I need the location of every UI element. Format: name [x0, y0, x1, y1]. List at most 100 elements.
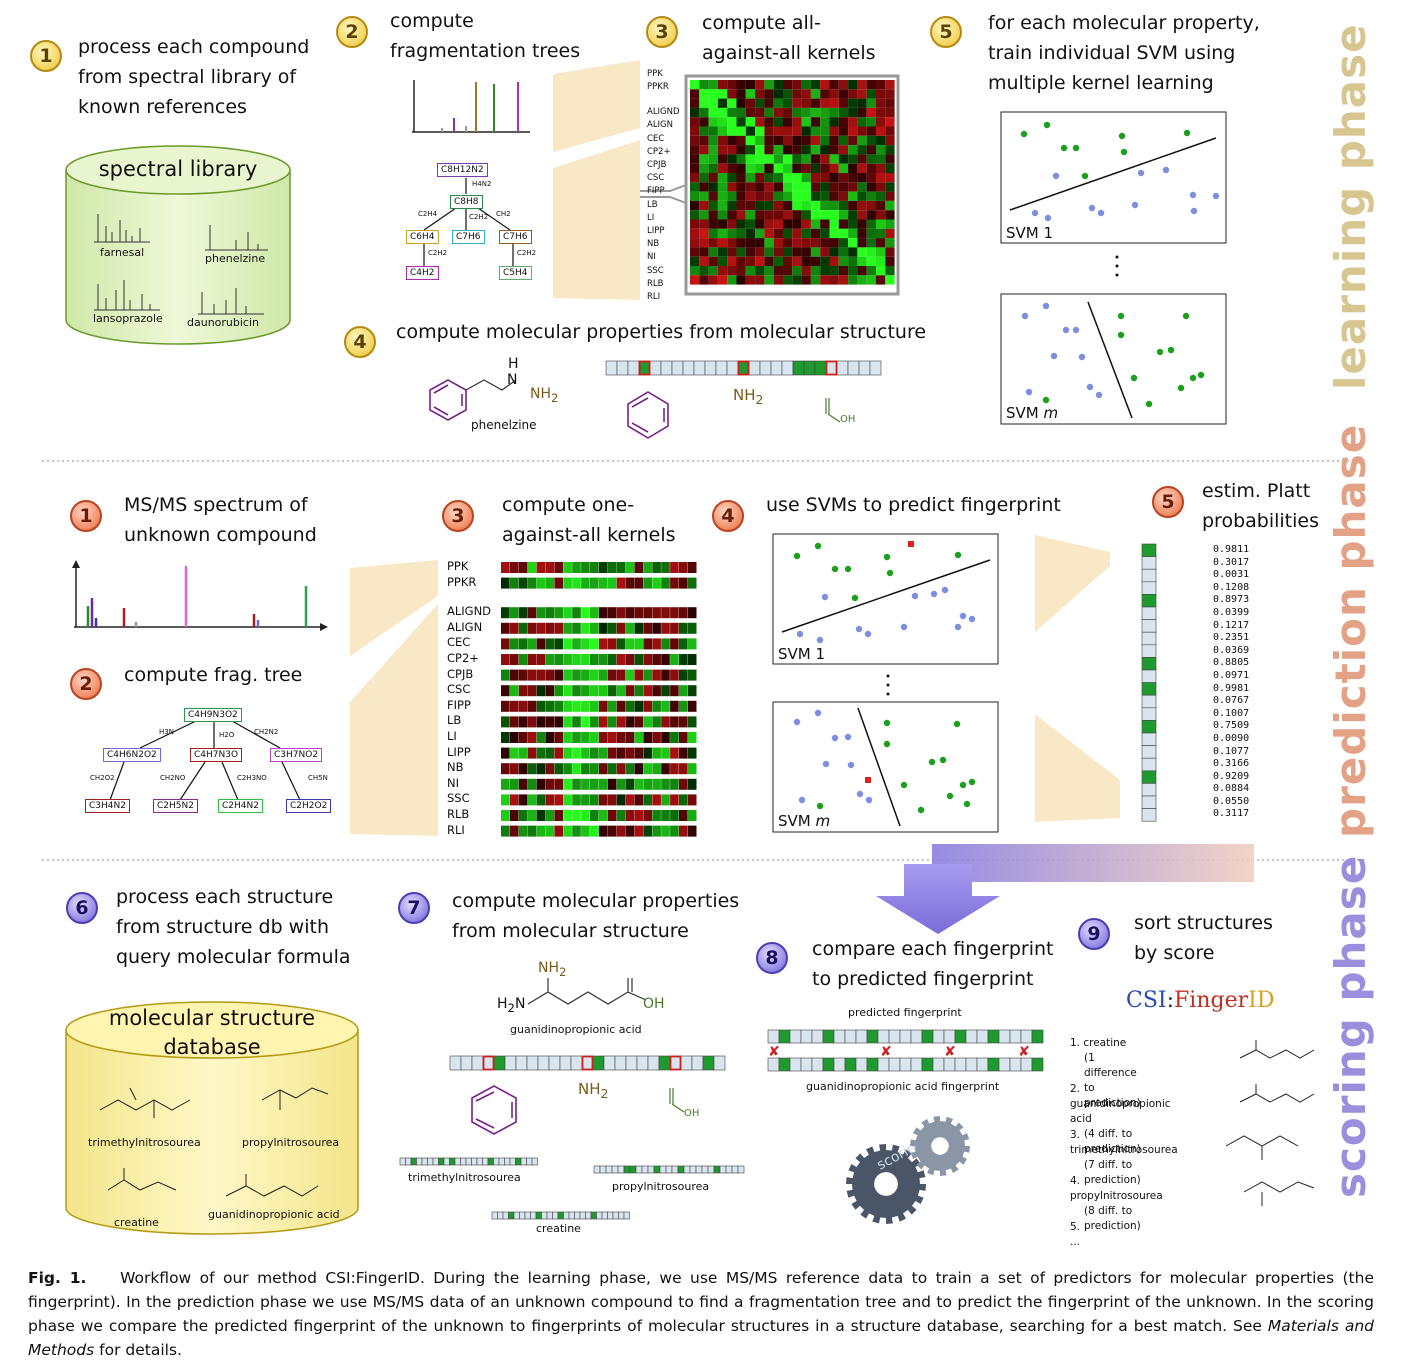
fingerprint-bit	[669, 1055, 682, 1071]
fingerprint-bit	[623, 1165, 631, 1174]
fingerprint-bit	[493, 1055, 506, 1071]
kernel-cell	[652, 716, 661, 728]
kernel-label: NI	[647, 252, 656, 263]
matrix-cell	[699, 210, 709, 220]
fingerprint-bit	[702, 1055, 715, 1071]
fingerprint-bit	[965, 1029, 978, 1044]
fingerprint-bit	[601, 1211, 608, 1220]
matrix-cell	[708, 126, 718, 136]
matrix-cell	[690, 163, 700, 173]
fingerprint-bit	[1141, 543, 1157, 557]
step-badge-l2: 2	[336, 16, 368, 48]
matrix-cell	[773, 154, 783, 164]
matrix-cell	[866, 256, 876, 266]
db-compound: trimethylnitrosourea	[88, 1136, 201, 1149]
matrix-cell	[792, 238, 802, 248]
kernel-cell	[501, 654, 510, 665]
kernel-cell	[679, 638, 688, 650]
guanidino-structure	[527, 978, 647, 1005]
fingerprint-highlight	[669, 1055, 682, 1071]
fingerprint-bit	[611, 1165, 619, 1174]
matrix-cell	[866, 163, 876, 173]
tree-edge-label: C2H2	[428, 249, 448, 257]
fingerprint-bit	[976, 1057, 989, 1072]
kernel-cell	[687, 607, 697, 619]
kernel-cell	[643, 685, 652, 697]
negative-point	[1137, 169, 1145, 177]
kernel-cell	[625, 669, 635, 681]
matrix-cell	[727, 266, 737, 276]
fingerprint-bit	[482, 1055, 495, 1071]
matrix-cell	[792, 107, 802, 118]
kernel-cell	[598, 577, 608, 589]
kernel-cell	[598, 747, 608, 759]
matrix-cell	[745, 163, 756, 173]
negative-point	[1088, 204, 1096, 212]
matrix-cell	[792, 182, 802, 192]
fingerprint-bit	[454, 1157, 461, 1166]
fingerprint-bit	[416, 1157, 423, 1166]
matrix-cell	[708, 256, 718, 266]
spectral-library-title: spectral library	[98, 157, 258, 181]
fingerprint-bit	[526, 1157, 533, 1166]
fingerprint-bit	[579, 1211, 586, 1220]
fingerprint-bit	[836, 360, 849, 376]
fingerprint-bit	[737, 1165, 745, 1174]
structure-db-cylinder	[65, 1001, 359, 1235]
matrix-cell	[708, 163, 718, 173]
library-spectra	[94, 214, 268, 315]
matrix-cell	[885, 173, 895, 183]
kernel-cell	[607, 825, 617, 837]
query-point	[865, 777, 871, 783]
matrix-cell	[699, 154, 709, 164]
negative-point	[1025, 388, 1033, 396]
mini-fingerprints	[399, 1157, 745, 1220]
kernel-label: SSC	[647, 265, 664, 276]
matrix-cell	[717, 266, 728, 276]
kernel-cell	[670, 562, 679, 573]
negative-point	[822, 760, 830, 768]
fingerprint-bit	[987, 1057, 1000, 1072]
ranking-item: 2. guanidinopropionic acid (4 diff. to pr…	[1070, 1082, 1171, 1157]
matrix-cell	[699, 182, 709, 192]
negative-point	[930, 590, 938, 598]
positive-point	[883, 740, 891, 748]
kernel-cell	[527, 732, 537, 743]
negative-point	[1097, 209, 1105, 217]
fingerprint-bit	[515, 1157, 522, 1166]
negative-point	[816, 636, 824, 644]
matrix-cell	[810, 219, 821, 229]
fingerprint-bit	[910, 1057, 923, 1072]
kernel-cell	[527, 562, 537, 573]
positive-point	[1117, 312, 1125, 320]
step-badge-p4: 4	[712, 500, 744, 532]
predicted-fingerprint-vertical	[1141, 543, 1157, 822]
kernel-cell	[554, 577, 563, 589]
matrix-cell	[727, 238, 737, 248]
matrix-cell	[866, 266, 876, 276]
negative-point	[1212, 192, 1220, 200]
fingerprint-bit	[460, 1055, 473, 1071]
matrix-cell	[838, 89, 849, 99]
matrix-cell	[829, 182, 839, 192]
tree-node: C7H6	[499, 230, 532, 244]
kernel-cell	[625, 622, 635, 634]
fingerprint-bit	[689, 1165, 697, 1174]
fingerprint-bit	[410, 1157, 417, 1166]
kernel-cell	[509, 778, 519, 790]
matrix-cell	[866, 126, 876, 136]
matrix-cell	[727, 154, 737, 164]
matrix-cell	[773, 219, 783, 229]
matrix-cell	[885, 275, 895, 285]
kernel-cell	[590, 669, 599, 681]
mismatch-mark: ✘	[944, 1044, 956, 1060]
fingerprint-highlight	[638, 360, 651, 376]
matrix-cell	[810, 200, 821, 211]
kernel-cell	[625, 700, 635, 712]
kernel-cell	[581, 810, 590, 821]
kernel-label: RLI	[447, 822, 465, 837]
fingerprint-bit	[660, 360, 673, 376]
matrix-cell	[727, 200, 737, 211]
matrix-cell	[792, 173, 802, 183]
kernel-cell	[687, 669, 697, 681]
